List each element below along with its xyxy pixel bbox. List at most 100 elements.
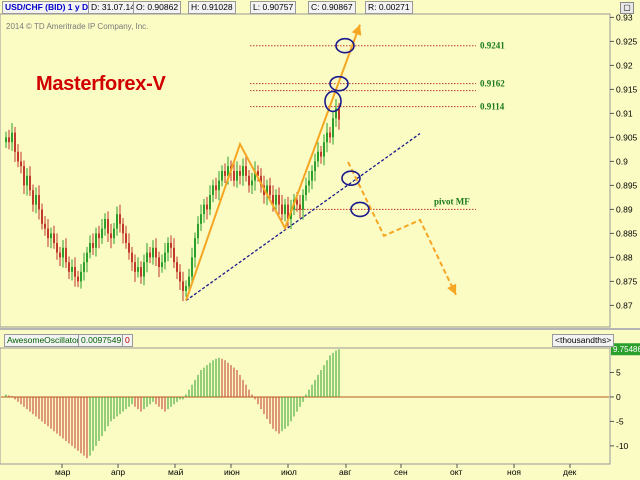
candle-body <box>338 108 340 120</box>
month-axis: мар апр май июн июл авг сен окт ноя дек <box>0 463 610 477</box>
level-label: 0.9241 <box>480 41 505 51</box>
candle-body <box>50 233 52 239</box>
candle-body <box>254 171 256 181</box>
oscillator-tick-label: 5 <box>616 367 621 377</box>
candle-body <box>80 271 82 282</box>
candle-body <box>173 247 175 263</box>
candle-body <box>218 180 220 191</box>
price-tick-label: 0.92 <box>616 60 633 70</box>
candle-body <box>323 142 325 157</box>
month-label: май <box>168 467 184 477</box>
candle-body <box>17 151 19 162</box>
candle-body <box>227 166 229 176</box>
candle-body <box>110 233 112 239</box>
candle-body <box>92 243 94 248</box>
month-label: дек <box>563 467 577 477</box>
candle-body <box>26 175 28 186</box>
oscillator-value: 0.0097549 <box>78 334 125 347</box>
candle-body <box>131 252 133 263</box>
candle-body <box>197 223 199 239</box>
month-label: июл <box>281 467 297 477</box>
candle-body <box>152 247 154 258</box>
oscillator-units: <thousandths> <box>552 334 615 347</box>
candle-body <box>191 257 193 277</box>
candle-body <box>311 171 313 181</box>
window-resize-icon[interactable]: ▢ <box>620 2 634 14</box>
candle-body <box>155 247 157 258</box>
price-tick-label: 0.905 <box>616 132 638 142</box>
candle-body <box>32 190 34 205</box>
candle-body <box>140 267 142 277</box>
month-label: июн <box>224 467 240 477</box>
candle-body <box>269 185 271 195</box>
candle-body <box>200 214 202 224</box>
month-label: окт <box>450 467 463 477</box>
marker-circle <box>341 170 361 186</box>
candle-body <box>41 209 43 224</box>
candle-body <box>302 195 304 210</box>
candle-body <box>143 262 145 277</box>
candle-body <box>203 204 205 215</box>
candle-body <box>35 195 37 205</box>
price-tick-label: 0.895 <box>616 180 638 190</box>
candle-body <box>260 175 262 186</box>
candle-body <box>23 166 25 186</box>
candle-body <box>11 132 13 143</box>
level-label: pivot MF <box>434 196 470 206</box>
candle-body <box>284 204 286 215</box>
candle-body <box>74 267 76 277</box>
candle-body <box>170 243 172 248</box>
candle-body <box>326 132 328 143</box>
forecast-line <box>347 161 457 296</box>
candle-body <box>86 252 88 263</box>
candle-body <box>167 243 169 253</box>
candle-body <box>251 180 253 186</box>
price-tick-label: 0.93 <box>616 12 633 22</box>
candle-body <box>119 214 121 224</box>
candle-body <box>281 204 283 215</box>
copyright-text: 2014 © TD Ameritrade IP Company, Inc. <box>6 22 149 31</box>
candle-body <box>71 267 73 272</box>
candle-body <box>122 223 124 234</box>
candle-body <box>248 175 250 186</box>
candle-body <box>209 195 211 210</box>
candle-body <box>8 137 10 143</box>
candle-body <box>65 247 67 263</box>
oscillator-axis: 5 0 -5 -10 9.75486 <box>1 343 640 451</box>
candle-body <box>185 286 187 291</box>
candle-body <box>182 281 184 291</box>
candle-body <box>47 228 49 239</box>
candle-body <box>146 252 148 263</box>
candle-body <box>278 195 280 205</box>
candle-body <box>83 262 85 272</box>
candle-body <box>104 219 106 229</box>
candle-body <box>134 262 136 272</box>
levels-group: 0.9241 0.9162 0.9114 pivot MF <box>250 41 505 210</box>
candle-body <box>53 233 55 243</box>
candle-body <box>101 228 103 239</box>
info-bar: USD/CHF (BID) 1 y D D: 31.07.14 O: 0.908… <box>0 0 640 14</box>
oscillator-name[interactable]: AwesomeOscillator <box>4 334 83 347</box>
price-tick-label: 0.9 <box>616 156 628 166</box>
month-label: авг <box>339 467 351 477</box>
candle-body <box>98 233 100 239</box>
candle-body <box>215 185 217 191</box>
price-tick-label: 0.885 <box>616 228 638 238</box>
trendline <box>185 133 421 302</box>
candle-body <box>29 175 31 191</box>
candle-body <box>212 185 214 195</box>
candle-body <box>308 180 310 186</box>
candle-body <box>257 171 259 176</box>
oscillator-tick-label: 0 <box>616 392 621 402</box>
candle-body <box>77 276 79 282</box>
candle-body <box>95 233 97 248</box>
level-label: 0.9162 <box>480 79 505 89</box>
candle-body <box>275 195 277 205</box>
candle-body <box>320 151 322 157</box>
oscillator-tick-label: -10 <box>616 441 629 451</box>
zigzag-line <box>185 24 361 301</box>
candle-body <box>113 228 115 239</box>
candle-body <box>149 252 151 258</box>
candle-body <box>305 185 307 195</box>
